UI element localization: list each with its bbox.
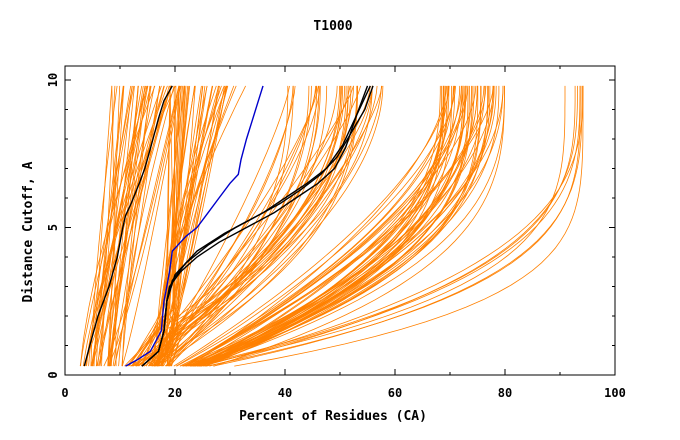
ensemble-curve-32 <box>84 85 146 367</box>
ensemble-curve-23 <box>114 85 160 367</box>
series-highlight-black-left <box>83 85 173 367</box>
ensemble-curve-87 <box>154 85 213 367</box>
ensemble-curve-175 <box>185 85 477 367</box>
ensemble-curve-39 <box>112 85 161 367</box>
ensemble-curve-154 <box>194 85 478 367</box>
ensemble-curve-120 <box>167 85 290 367</box>
ensemble-curve-29 <box>97 85 143 367</box>
x-tick-label: 60 <box>388 386 402 400</box>
ensemble-curve-158 <box>200 85 467 367</box>
ensemble-curve-126 <box>162 85 342 367</box>
ensemble-curve-21 <box>80 85 156 367</box>
series-highlight-black-mid-3 <box>141 85 374 367</box>
ensemble-curve-37 <box>91 85 152 367</box>
ensemble-curve-31 <box>90 85 118 367</box>
ensemble-curve-91 <box>169 85 358 367</box>
ensemble-curve-191 <box>192 85 576 367</box>
ensemble-curve-127 <box>153 85 373 367</box>
ensemble-curve-102 <box>165 85 384 367</box>
ensemble-curve-165 <box>213 85 505 367</box>
ensemble-curve-181 <box>176 85 449 367</box>
x-axis-label: Percent of Residues (CA) <box>239 409 427 424</box>
ensemble-curve-183 <box>175 85 456 367</box>
ensemble-curve-97 <box>164 85 358 367</box>
x-tick-label: 20 <box>168 386 182 400</box>
ensemble-curve-30 <box>90 85 133 367</box>
ensemble-curve-83 <box>148 85 177 367</box>
ensemble-curve-190 <box>193 85 566 367</box>
ensemble-curve-170 <box>204 85 473 367</box>
ensemble-curve-35 <box>109 85 139 367</box>
y-tick-label: 0 <box>46 371 60 378</box>
ensemble-curve-73 <box>124 85 206 367</box>
ensemble-curve-111 <box>167 85 342 367</box>
x-tick-label: 0 <box>61 386 68 400</box>
ensemble-curve-166 <box>183 85 487 367</box>
ensemble-curve-98 <box>169 85 318 367</box>
chart-title: T1000 <box>313 19 352 34</box>
ensemble-curve-179 <box>189 85 464 367</box>
ensemble-curve-110 <box>151 85 347 367</box>
series-highlight-blue <box>125 85 264 367</box>
ensemble-curve-125 <box>168 85 319 367</box>
highlight-curves <box>83 85 374 367</box>
ensemble-curve-65 <box>143 85 227 367</box>
ensemble-curve-112 <box>168 85 382 367</box>
ensemble-curve-150 <box>184 85 456 367</box>
ensemble-curve-124 <box>155 85 358 367</box>
ensemble-curve-89 <box>135 85 225 367</box>
axis-ticks <box>64 66 616 376</box>
ensemble-curve-24 <box>82 85 168 367</box>
ensemble-curve-107 <box>160 85 317 367</box>
ensemble-curve-187 <box>202 85 584 367</box>
ensemble-curve-146 <box>200 85 505 367</box>
ensemble-curve-42 <box>118 85 175 367</box>
ensemble-curve-44 <box>93 85 135 367</box>
ensemble-curve-160 <box>183 85 467 367</box>
ensemble-curve-117 <box>156 85 345 367</box>
ensemble-curve-169 <box>188 85 486 367</box>
y-axis-label: Distance Cutoff, A <box>21 161 36 302</box>
ensemble-curve-184 <box>179 85 485 367</box>
ensemble-curve-115 <box>157 85 351 367</box>
y-tick-label: 5 <box>46 224 60 231</box>
ensemble-curve-34 <box>88 85 133 367</box>
ensemble-curve-14 <box>108 85 135 367</box>
ensemble-curve-118 <box>161 85 354 367</box>
ensemble-curve-176 <box>196 85 488 367</box>
x-tick-label: 80 <box>498 386 512 400</box>
ensemble-curve-129 <box>154 85 354 367</box>
ensemble-curve-38 <box>111 85 117 367</box>
x-tick-label: 100 <box>604 386 626 400</box>
x-tick-label: 40 <box>278 386 292 400</box>
ensemble-curve-9 <box>121 85 181 367</box>
ensemble-curve-185 <box>234 85 584 367</box>
ensemble-curve-103 <box>157 85 349 367</box>
ensemble-curve-123 <box>158 85 378 367</box>
ensemble-curve-139 <box>173 85 450 367</box>
ensemble-curve-122 <box>160 85 321 367</box>
ensemble-curve-168 <box>182 85 462 367</box>
ensemble-curve-159 <box>196 85 454 367</box>
ensemble-curve-143 <box>198 85 462 367</box>
ensemble-curve-27 <box>96 85 172 367</box>
ensemble-curve-109 <box>153 85 338 367</box>
ensemble-curve-182 <box>202 85 495 367</box>
ensemble-curve-36 <box>99 85 144 367</box>
ensemble-curve-173 <box>189 85 494 367</box>
ensemble-curve-43 <box>107 85 181 367</box>
ensemble-curve-192 <box>213 85 583 367</box>
ensemble-curve-130 <box>181 85 478 367</box>
tick-labels: 0 20 40 60 80 100 0 5 10 <box>46 73 626 400</box>
ensemble-curves <box>79 85 584 367</box>
ensemble-curve-128 <box>166 85 310 367</box>
ensemble-curve-178 <box>199 85 461 367</box>
y-tick-label: 10 <box>46 73 60 87</box>
ensemble-curve-189 <box>206 85 581 367</box>
